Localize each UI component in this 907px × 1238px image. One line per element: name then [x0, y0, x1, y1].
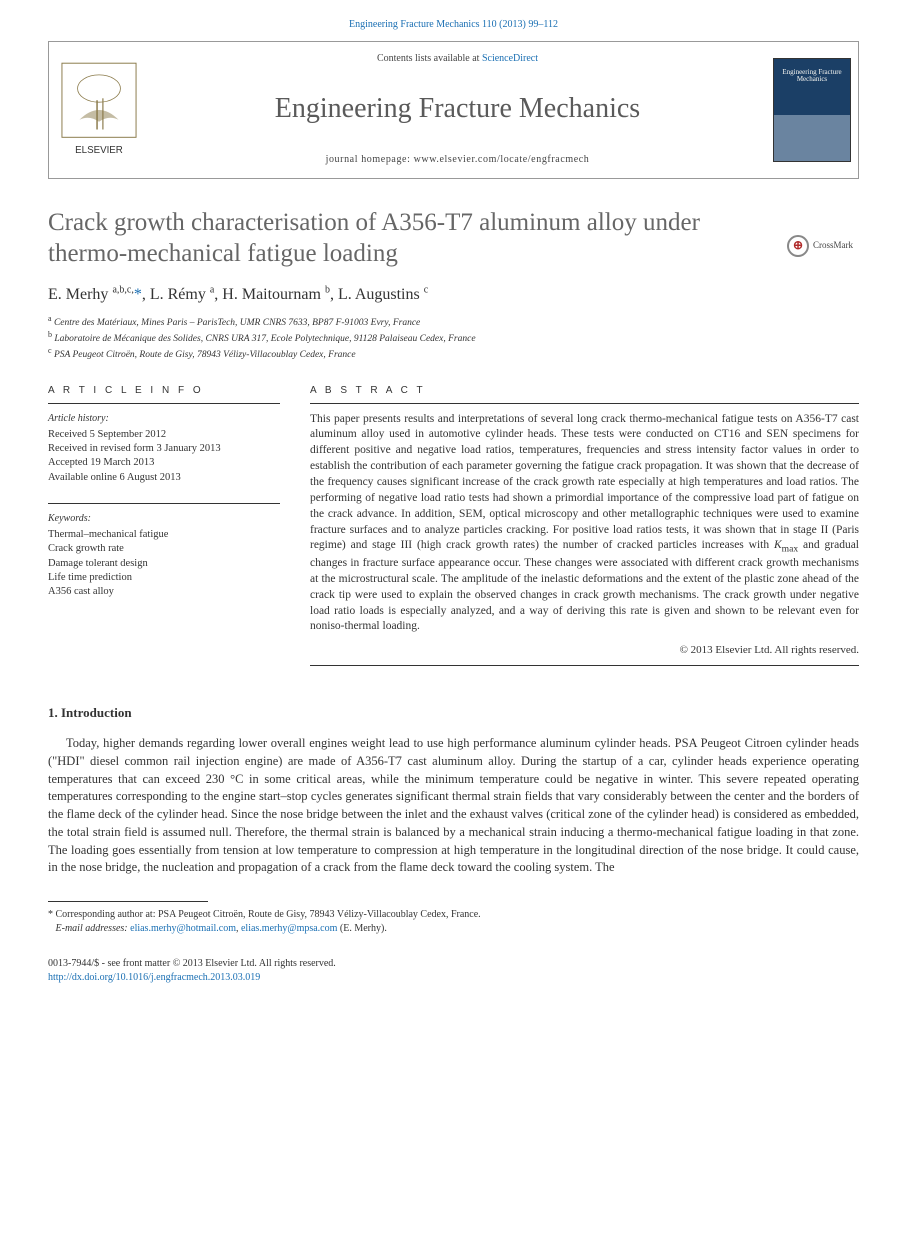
- issn-line: 0013-7944/$ - see front matter © 2013 El…: [48, 957, 859, 971]
- footnote-rule: [48, 901, 208, 902]
- sciencedirect-link[interactable]: ScienceDirect: [482, 53, 538, 64]
- corresponding-author: * Corresponding author at: PSA Peugeot C…: [48, 908, 859, 935]
- header-center: Contents lists available at ScienceDirec…: [149, 42, 766, 178]
- crossmark-label: CrossMark: [813, 239, 853, 252]
- bottom-meta: 0013-7944/$ - see front matter © 2013 El…: [48, 957, 859, 984]
- contents-line: Contents lists available at ScienceDirec…: [377, 52, 538, 67]
- email-link-2[interactable]: elias.merhy@mpsa.com: [241, 923, 337, 934]
- abstract-text: This paper presents results and interpre…: [310, 412, 859, 636]
- journal-cover: Engineering Fracture Mechanics: [766, 42, 858, 178]
- keywords-list: Thermal–mechanical fatigueCrack growth r…: [48, 528, 280, 599]
- corr-text: Corresponding author at: PSA Peugeot Cit…: [56, 909, 481, 920]
- copyright-line: © 2013 Elsevier Ltd. All rights reserved…: [310, 643, 859, 659]
- email-label: E-mail addresses:: [56, 923, 131, 934]
- elsevier-logo: ELSEVIER: [49, 42, 149, 178]
- email-link-1[interactable]: elias.merhy@hotmail.com: [130, 923, 236, 934]
- article-info-label: A R T I C L E I N F O: [48, 384, 280, 399]
- authors-line: E. Merhy a,b,c,*, L. Rémy a, H. Maitourn…: [48, 283, 859, 306]
- journal-title: Engineering Fracture Mechanics: [275, 89, 640, 130]
- info-rule-2: [48, 503, 280, 504]
- journal-homepage: journal homepage: www.elsevier.com/locat…: [326, 153, 590, 168]
- intro-heading: 1. Introduction: [48, 704, 859, 723]
- crossmark-badge[interactable]: ⊕ CrossMark: [787, 235, 853, 257]
- journal-header-box: ELSEVIER Contents lists available at Sci…: [48, 41, 859, 179]
- email-suffix: (E. Merhy).: [337, 923, 386, 934]
- elsevier-text: ELSEVIER: [75, 144, 123, 155]
- intro-paragraph: Today, higher demands regarding lower ov…: [48, 735, 859, 877]
- article-info-column: A R T I C L E I N F O Article history: R…: [48, 384, 280, 674]
- crossmark-icon: ⊕: [787, 235, 809, 257]
- homepage-url[interactable]: www.elsevier.com/locate/engfracmech: [414, 154, 590, 165]
- affiliations: a Centre des Matériaux, Mines Paris – Pa…: [48, 314, 859, 362]
- history-head: Article history:: [48, 412, 280, 427]
- info-rule-1: [48, 403, 280, 404]
- citation-header: Engineering Fracture Mechanics 110 (2013…: [0, 0, 907, 41]
- article-title: Crack growth characterisation of A356-T7…: [48, 207, 859, 270]
- abstract-label: A B S T R A C T: [310, 384, 859, 399]
- abstract-rule: [310, 403, 859, 404]
- abstract-rule-bottom: [310, 665, 859, 666]
- keywords-head: Keywords:: [48, 512, 280, 527]
- history-lines: Received 5 September 2012Received in rev…: [48, 428, 280, 485]
- doi-link[interactable]: http://dx.doi.org/10.1016/j.engfracmech.…: [48, 972, 260, 983]
- corr-marker: *: [48, 909, 53, 920]
- citation-link[interactable]: Engineering Fracture Mechanics 110 (2013…: [349, 19, 558, 30]
- abstract-column: A B S T R A C T This paper presents resu…: [310, 384, 859, 674]
